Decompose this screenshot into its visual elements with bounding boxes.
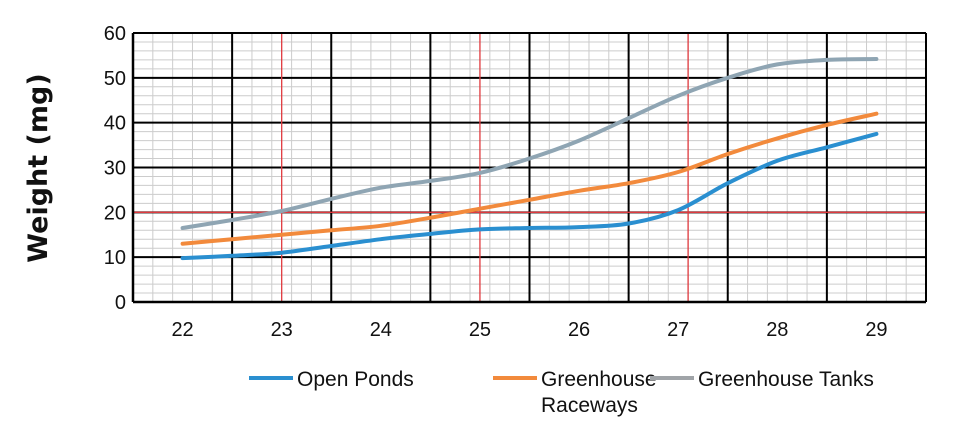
y-tick-label: 30 <box>104 158 126 180</box>
x-tick-label: 28 <box>766 319 788 341</box>
y-tick-label: 50 <box>104 68 126 90</box>
y-tick-label: 10 <box>104 247 126 269</box>
series-line-greenhouse-raceways <box>180 111 879 246</box>
x-tick-label: 27 <box>667 319 689 341</box>
legend-label: Greenhouse Tanks <box>698 368 874 391</box>
x-tick-label: 29 <box>865 319 887 341</box>
x-tick-label: 24 <box>370 319 392 341</box>
series-line-greenhouse-tanks <box>180 57 879 230</box>
series-line-open-ponds <box>180 131 879 261</box>
x-tick-label: 25 <box>469 319 491 341</box>
legend-item: Greenhouse Tanks <box>650 368 874 391</box>
legend-item: Greenhouse Raceways <box>493 368 657 417</box>
y-tick-label: 20 <box>104 202 126 224</box>
legend-label: Greenhouse <box>541 368 657 391</box>
x-tick-label: 22 <box>171 319 193 341</box>
legend: Open Ponds Greenhouse Raceways Greenhouse T… <box>249 368 874 417</box>
axes-layer <box>131 32 927 304</box>
legend-label: Raceways <box>541 394 638 417</box>
y-tick-label: 0 <box>115 292 126 314</box>
y-tick-label: 60 <box>104 23 126 45</box>
x-tick-label: 26 <box>568 319 590 341</box>
legend-label: Open Ponds <box>297 368 414 391</box>
tick-labels: 0 10 20 30 40 50 60 22 23 24 25 26 27 28 29 <box>104 23 888 341</box>
series-layer <box>180 57 879 261</box>
y-tick-label: 40 <box>104 113 126 135</box>
x-tick-label: 23 <box>271 319 293 341</box>
y-axis-label: Weight (mg) <box>23 73 54 262</box>
legend-item: Open Ponds <box>249 368 414 391</box>
